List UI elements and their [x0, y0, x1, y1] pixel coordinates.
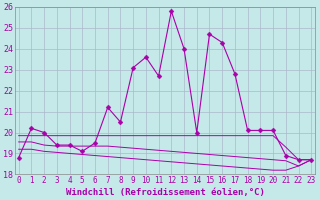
X-axis label: Windchill (Refroidissement éolien,°C): Windchill (Refroidissement éolien,°C) — [66, 188, 264, 197]
